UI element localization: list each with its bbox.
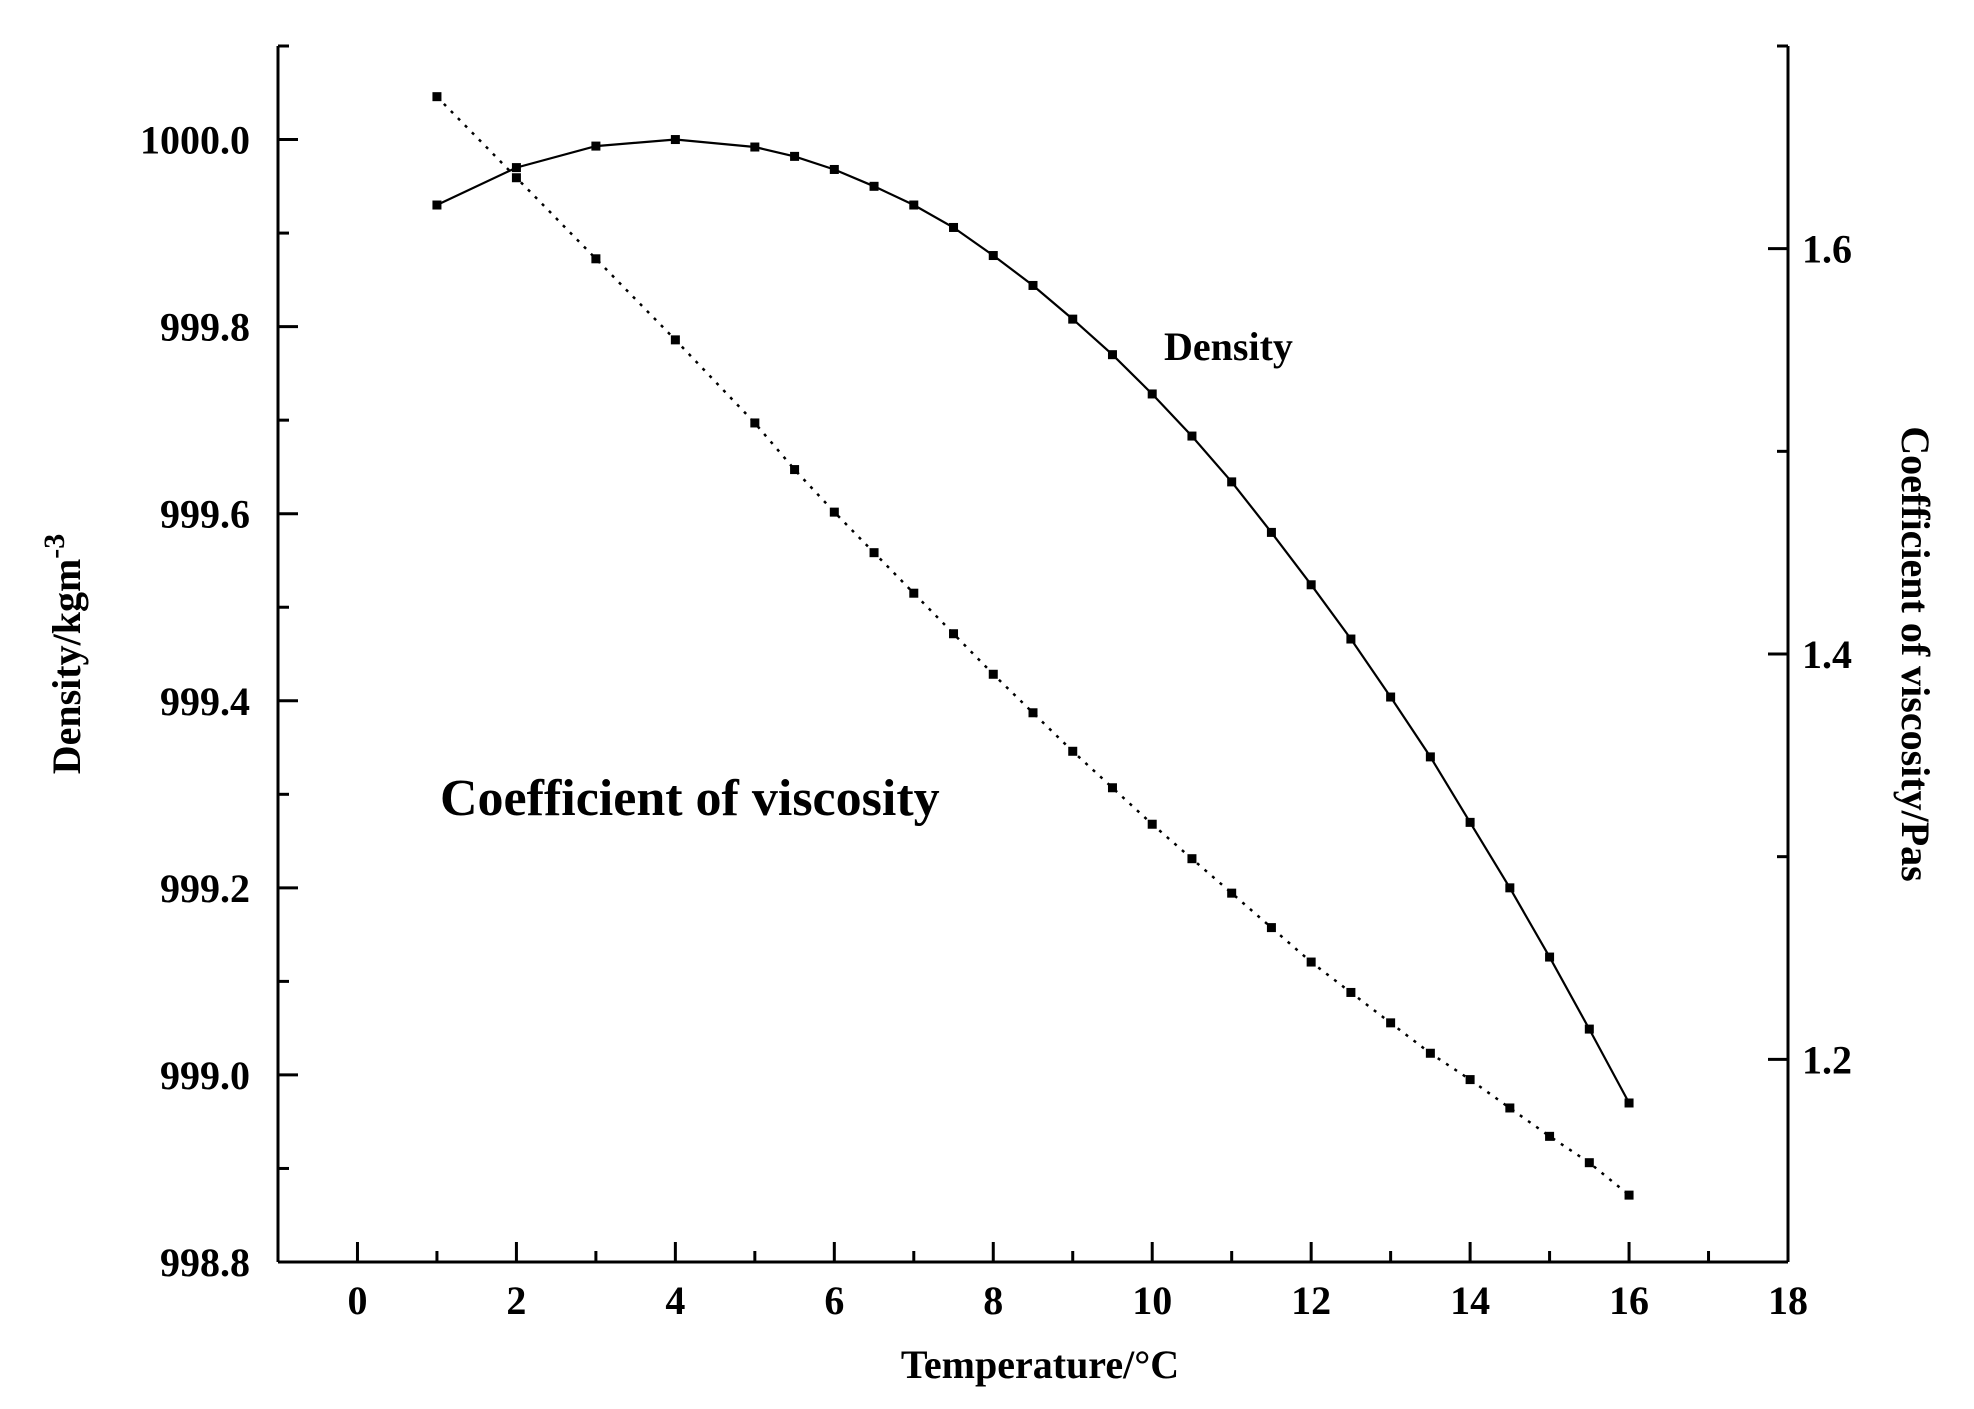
data-point-density [909,200,919,210]
data-point-coefficient-of-viscosity [750,418,760,428]
data-point-coefficient-of-viscosity [949,629,959,639]
data-point-coefficient-of-viscosity [790,465,800,475]
y-left-tick-label: 999.6 [160,492,250,537]
annotation-density: Density [1164,324,1293,369]
data-point-coefficient-of-viscosity [1187,854,1197,864]
data-point-density [1386,692,1396,702]
data-point-density [591,141,601,151]
data-point-coefficient-of-viscosity [1584,1158,1594,1168]
data-point-density [949,222,959,232]
data-point-density [1505,883,1515,893]
x-tick-label: 12 [1291,1278,1331,1323]
data-point-density [1107,350,1117,360]
series-layer [432,92,1634,1200]
data-point-coefficient-of-viscosity [1306,957,1316,967]
data-point-density [511,163,521,173]
data-point-coefficient-of-viscosity [1028,708,1038,718]
y-axis-left-title: Density/kgm-3 [38,534,89,775]
data-point-density [988,251,998,261]
data-point-coefficient-of-viscosity [829,507,839,517]
data-point-density [750,142,760,152]
data-point-density [1545,952,1555,962]
data-point-density [829,164,839,174]
data-point-coefficient-of-viscosity [1068,746,1078,756]
data-point-density [790,151,800,161]
x-tick-label: 10 [1132,1278,1172,1323]
data-point-density [1584,1024,1594,1034]
annotation-viscosity: Coefficient of viscosity [440,770,940,827]
data-point-density [1187,431,1197,441]
data-point-coefficient-of-viscosity [1624,1190,1634,1200]
y-axis-left-title-superscript: -3 [38,534,71,559]
x-tick-label: 6 [824,1278,844,1323]
axes-frame [276,46,1790,1264]
data-point-density [1346,634,1356,644]
data-point-density [1147,389,1157,399]
y-axis-left-title-main: Density/kgm [44,559,89,775]
data-point-coefficient-of-viscosity [988,669,998,679]
data-point-coefficient-of-viscosity [1425,1048,1435,1058]
data-point-coefficient-of-viscosity [670,335,680,345]
data-point-coefficient-of-viscosity [869,548,879,558]
y-left-tick-label: 999.4 [160,679,250,724]
y-right-tick-label: 1.6 [1802,227,1852,272]
data-point-density [1306,580,1316,590]
data-point-coefficient-of-viscosity [1227,888,1237,898]
y-left-tick-label: 999.0 [160,1053,250,1098]
data-point-coefficient-of-viscosity [1545,1131,1555,1141]
y-right-tick-label: 1.2 [1802,1037,1852,1082]
data-point-density [1028,280,1038,290]
data-point-coefficient-of-viscosity [1386,1018,1396,1028]
y-left-tick-label: 999.8 [160,305,250,350]
data-point-coefficient-of-viscosity [591,254,601,264]
data-point-coefficient-of-viscosity [1465,1075,1475,1085]
data-point-density [670,135,680,145]
data-point-density [1227,477,1237,487]
x-tick-label: 18 [1768,1278,1808,1323]
data-point-density [1425,752,1435,762]
data-point-coefficient-of-viscosity [432,92,442,102]
data-point-coefficient-of-viscosity [1107,783,1117,793]
x-tick-label: 8 [983,1278,1003,1323]
data-point-coefficient-of-viscosity [909,588,919,598]
y-right-tick-label: 1.4 [1802,632,1852,677]
data-point-coefficient-of-viscosity [1346,987,1356,997]
data-point-density [432,200,442,210]
y-left-tick-label: 998.8 [160,1240,250,1285]
x-tick-label: 0 [347,1278,367,1323]
x-tick-label: 14 [1450,1278,1490,1323]
x-tick-label: 2 [506,1278,526,1323]
data-point-density [1624,1098,1634,1108]
data-point-coefficient-of-viscosity [1505,1103,1515,1113]
labels-layer: Temperature/°C Density/kgm-3 Coefficient… [38,324,1938,1387]
data-point-density [1068,314,1078,324]
data-point-density [1266,527,1276,537]
y-left-tick-label: 1000.0 [140,118,250,163]
series-line-coefficient-of-viscosity [436,95,1630,1197]
x-tick-label: 4 [665,1278,685,1323]
data-point-density [1465,817,1475,827]
x-axis-title: Temperature/°C [901,1342,1179,1387]
data-point-density [869,181,879,191]
axis-ticks: 0 2 4 6 8 10 12 14 16 18 998.8 999.0 999.2 999.4 999.6… [140,44,1852,1323]
y-axis-right-title: Coefficient of viscosity/Pas [1893,426,1938,881]
data-point-coefficient-of-viscosity [1266,923,1276,933]
data-point-coefficient-of-viscosity [1147,819,1157,829]
x-tick-label: 16 [1609,1278,1649,1323]
data-point-coefficient-of-viscosity [511,173,521,183]
y-left-tick-label: 999.2 [160,866,250,911]
